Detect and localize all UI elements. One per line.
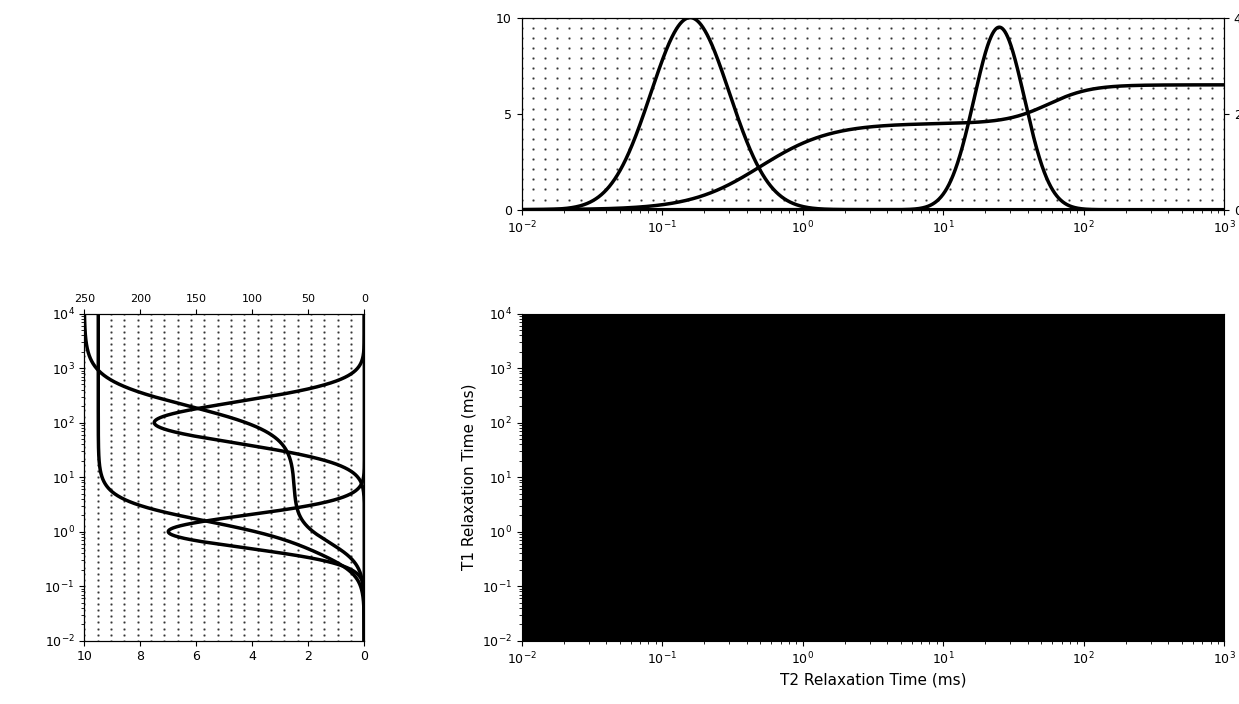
- Y-axis label: T1 Relaxation Time (ms): T1 Relaxation Time (ms): [461, 384, 476, 570]
- X-axis label: T2 Relaxation Time (ms): T2 Relaxation Time (ms): [779, 672, 966, 688]
